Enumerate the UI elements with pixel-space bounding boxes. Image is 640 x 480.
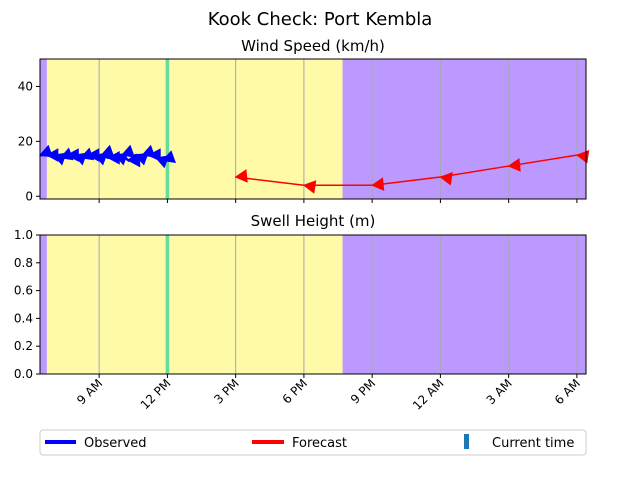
- swell-panel-title: Swell Height (m): [251, 212, 376, 230]
- figure-title: Kook Check: Port Kembla: [208, 9, 433, 30]
- x-tick-label: 6 AM: [552, 376, 583, 407]
- swell-height-plot: 0.0 0.2 0.4 0.6 0.8 1.0: [14, 228, 587, 381]
- swell-plot-frame: [39, 234, 587, 375]
- wind-forecast-point: [507, 158, 521, 172]
- x-tick-label: 9 PM: [348, 376, 378, 406]
- x-tick-label: 12 AM: [410, 376, 447, 413]
- x-tick-label: 6 PM: [280, 376, 310, 406]
- swell-y-tick-label: 0.6: [14, 284, 33, 298]
- x-tick-label: 12 PM: [138, 376, 174, 412]
- wind-y-tick-label: 40: [18, 79, 33, 93]
- swell-y-tick-label: 0.0: [14, 367, 33, 381]
- wind-observed-point: [93, 152, 108, 166]
- x-tick-label: 3 AM: [484, 376, 515, 407]
- legend: Observed Forecast Current time: [39, 429, 587, 456]
- wind-night-band: [40, 59, 47, 199]
- wind-night-band: [342, 59, 586, 199]
- swell-y-tick-label: 0.2: [14, 339, 33, 353]
- wind-observed-point: [114, 152, 129, 166]
- legend-observed-label: Observed: [84, 436, 147, 451]
- wind-forecast-line: [235, 154, 578, 187]
- wind-forecast-point: [371, 177, 385, 191]
- legend-current-time-swatch: [464, 434, 469, 449]
- wind-forecast-point: [439, 171, 453, 186]
- wind-observed-point: [134, 152, 149, 166]
- wind-panel-title: Wind Speed (km/h): [241, 37, 385, 55]
- wind-day-band: [46, 59, 343, 199]
- x-tick-labels: 9 AM 12 PM 3 PM 6 PM 9 PM 12 AM 3 AM 6 AM: [74, 376, 583, 413]
- swell-y-tick-label: 0.8: [14, 256, 33, 270]
- swell-day-band: [46, 235, 343, 374]
- x-tick-label: 9 AM: [74, 376, 105, 407]
- wind-plot-frame: [39, 58, 587, 200]
- wind-y-tick-label: 0: [25, 189, 33, 203]
- wind-observed-point: [161, 150, 176, 164]
- wind-speed-plot: 0 20 40: [18, 58, 590, 203]
- legend-current-time-label: Current time: [492, 436, 574, 451]
- swell-y-tick-label: 0.4: [14, 311, 33, 325]
- legend-frame: [39, 429, 587, 456]
- wind-observed-point: [100, 144, 115, 158]
- swell-y-tick-label: 1.0: [14, 228, 33, 242]
- wind-forecast-point: [234, 169, 248, 183]
- wind-y-tick-label: 20: [18, 134, 33, 148]
- swell-night-band: [40, 235, 47, 374]
- wind-observed-point: [120, 144, 136, 158]
- legend-forecast-label: Forecast: [292, 436, 347, 451]
- swell-night-band: [342, 235, 586, 374]
- x-tick-label: 3 PM: [211, 376, 241, 406]
- wind-forecast-point: [302, 180, 317, 194]
